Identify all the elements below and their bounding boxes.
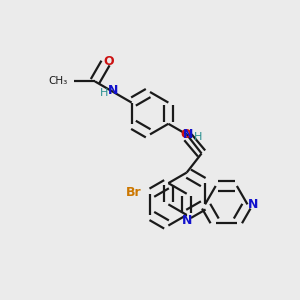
Text: Br: Br xyxy=(125,186,141,199)
Text: O: O xyxy=(180,128,191,141)
Text: H: H xyxy=(194,132,202,142)
Text: O: O xyxy=(103,55,114,68)
Text: N: N xyxy=(182,128,193,141)
Text: N: N xyxy=(108,84,119,97)
Text: N: N xyxy=(182,214,192,227)
Text: CH₃: CH₃ xyxy=(49,76,68,86)
Text: H: H xyxy=(100,88,108,98)
Text: N: N xyxy=(248,198,258,211)
